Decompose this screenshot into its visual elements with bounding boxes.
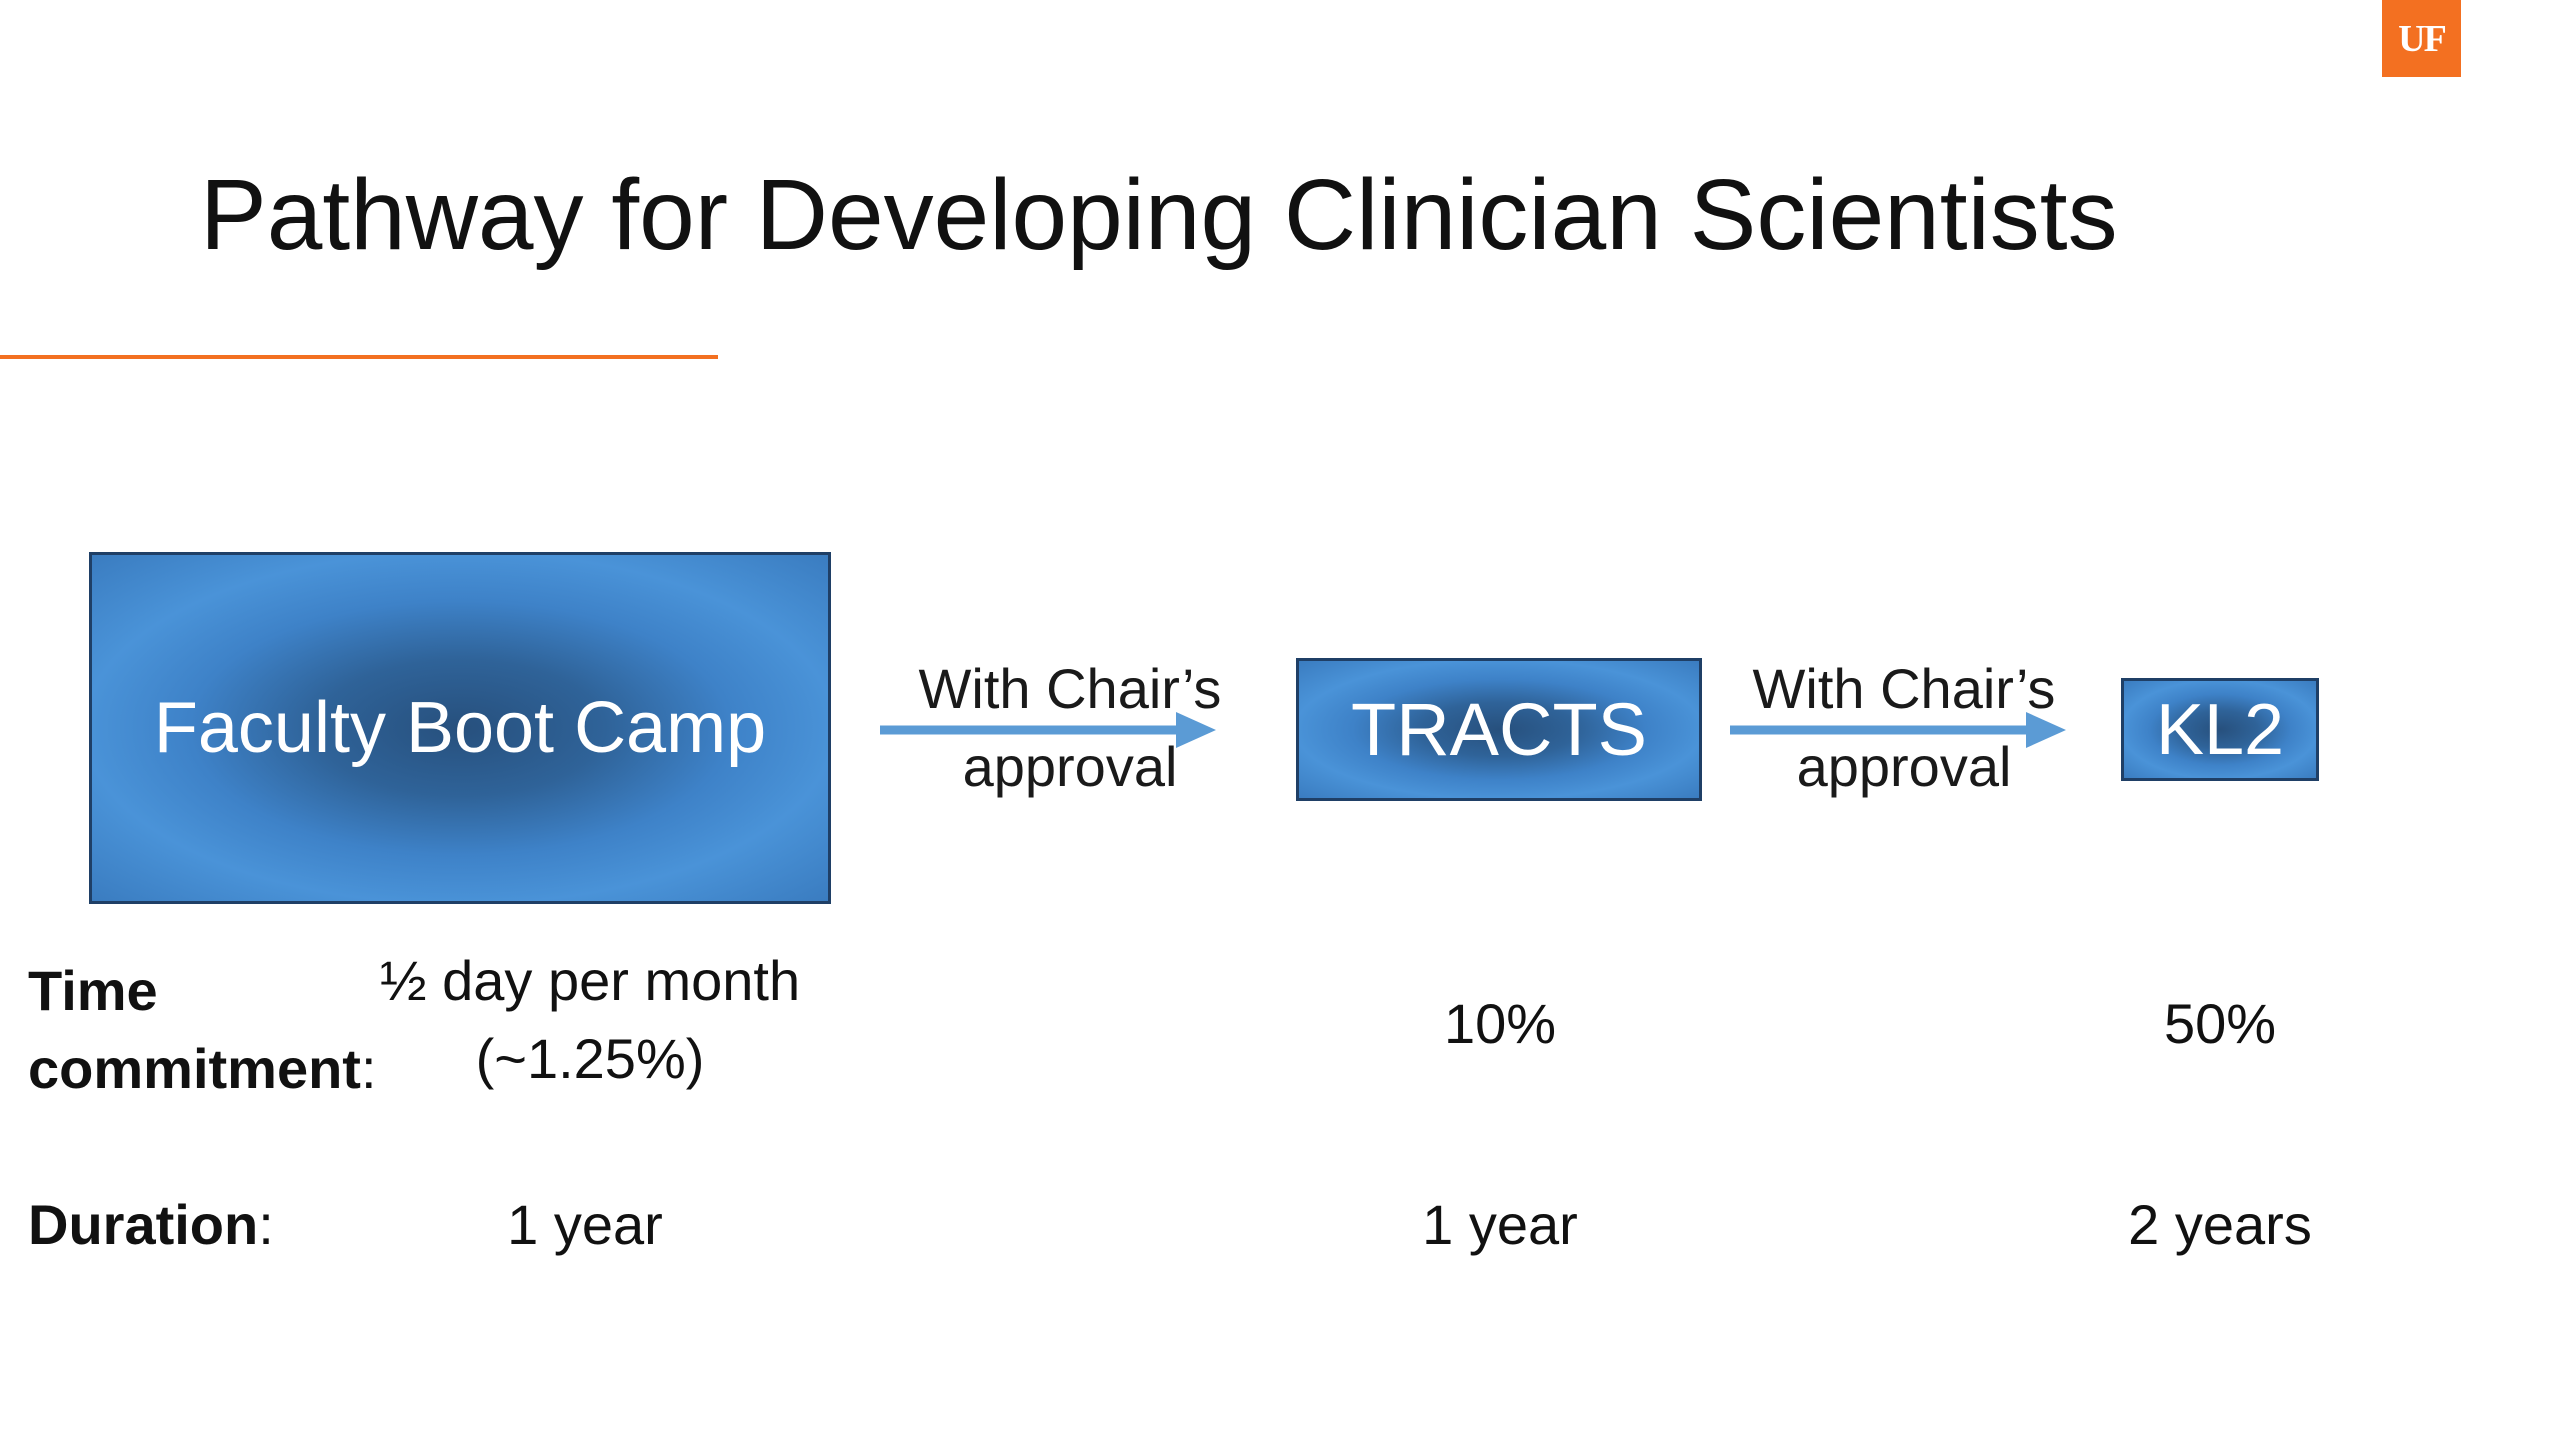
stage-faculty-boot-camp: Faculty Boot Camp: [89, 552, 831, 904]
stage-tracts: TRACTS: [1296, 658, 1702, 801]
commitment-label-word: commitment: [28, 1037, 361, 1100]
label-colon: :: [360, 1037, 377, 1100]
slide-title: Pathway for Developing Clinician Scienti…: [200, 159, 2118, 271]
boot-camp-time-line1: ½ day per month: [379, 949, 801, 1012]
stage-label: Faculty Boot Camp: [153, 688, 767, 768]
kl2-duration-value: 2 years: [2128, 1193, 2312, 1256]
duration-label: Duration:: [28, 1186, 274, 1264]
stage-kl2: KL2: [2121, 678, 2319, 781]
uf-logo: UF: [2382, 0, 2461, 77]
boot-camp-duration-value: 1 year: [507, 1193, 663, 1256]
arrow-1: [880, 712, 1216, 748]
kl2-time-value: 50%: [2163, 992, 2277, 1055]
arrow-2: [1730, 712, 2066, 748]
arrow-label-line1: With Chair’s: [918, 657, 1222, 720]
arrow-label-2: With Chair’s approval: [1714, 650, 2094, 806]
stage-label: TRACTS: [1351, 688, 1647, 771]
time-label-word: Time: [28, 959, 158, 1022]
arrow-label-line2: approval: [962, 735, 1178, 798]
arrow-label-line2: approval: [1796, 735, 2012, 798]
stage-label: KL2: [2155, 689, 2285, 770]
time-commitment-label: Time commitment:: [28, 952, 377, 1108]
boot-camp-time-line2: (~1.25%): [475, 1027, 705, 1090]
arrow-label-1: With Chair’s approval: [880, 650, 1260, 806]
tracts-duration-value: 1 year: [1422, 1193, 1578, 1256]
duration-label-word: Duration: [28, 1193, 259, 1256]
tracts-time-value: 10%: [1443, 992, 1557, 1055]
label-colon: :: [258, 1193, 274, 1256]
arrow-label-line1: With Chair’s: [1752, 657, 2056, 720]
boot-camp-time-value: ½ day per month (~1.25%): [340, 942, 840, 1098]
title-underline: [0, 355, 718, 359]
